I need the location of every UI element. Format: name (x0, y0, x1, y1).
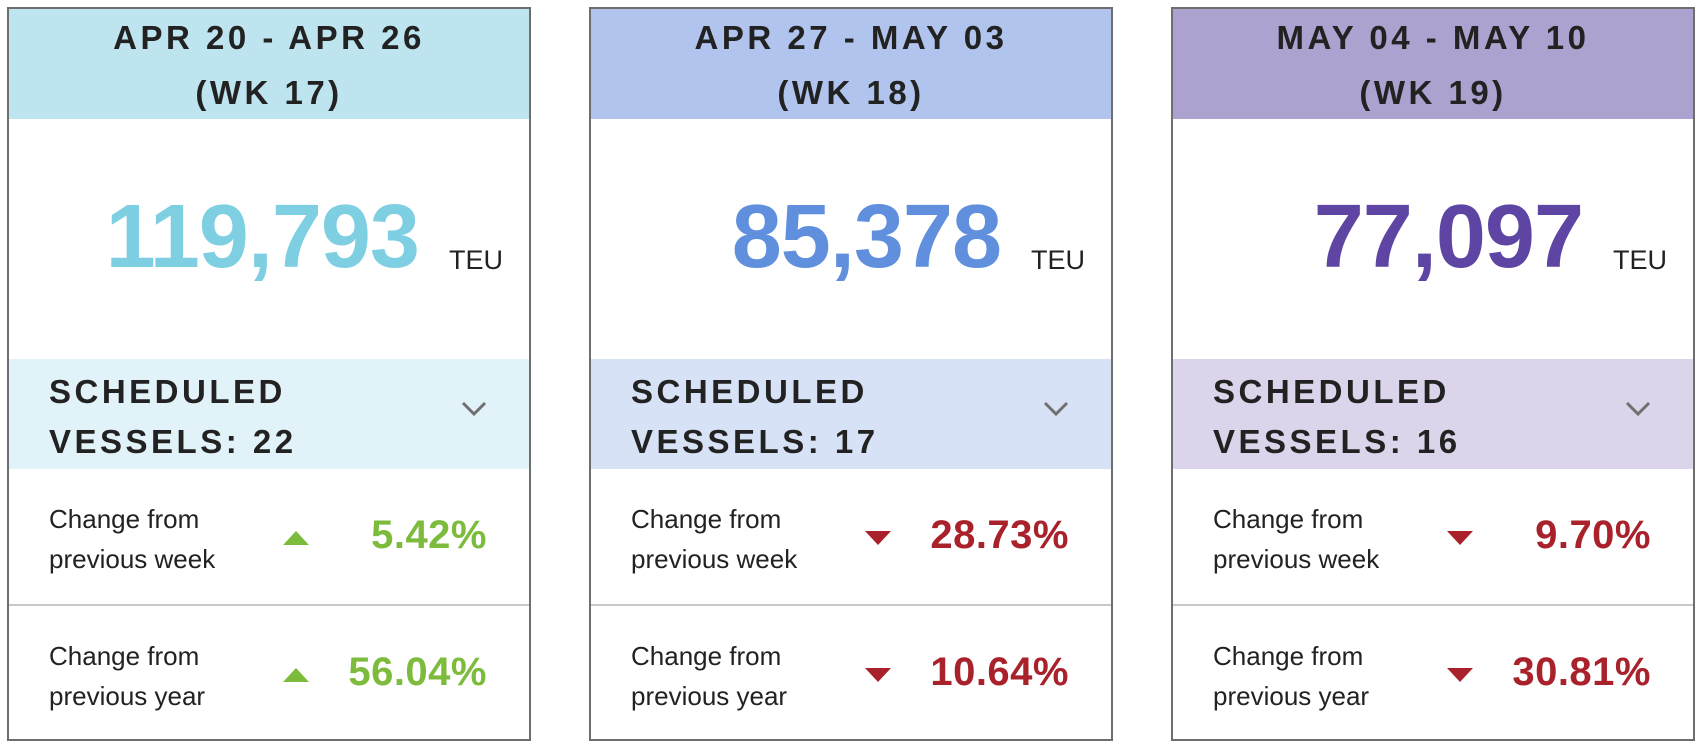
change-year-label: Change from previous year (631, 636, 841, 716)
scheduled-vessels-line1: SCHEDULED (1213, 373, 1450, 410)
total-section: 77,097 TEU (1173, 119, 1693, 359)
triangle-down-icon (1447, 531, 1473, 545)
triangle-down-icon (865, 668, 891, 682)
change-week-row: Change from previous week 28.73% (591, 469, 1111, 606)
scheduled-vessels-toggle[interactable]: SCHEDULED VESSELS: 22 (9, 359, 529, 469)
total-teu-value: 119,793 (105, 187, 420, 287)
scheduled-vessels-line1: SCHEDULED (49, 373, 286, 410)
change-week-label: Change from previous week (49, 499, 259, 579)
change-label-line2: previous week (1213, 544, 1380, 574)
change-week-value: 9.70% (1535, 513, 1651, 557)
chevron-down-icon[interactable] (461, 401, 487, 417)
change-year-value: 56.04% (348, 650, 487, 694)
week-number: (WK 19) (1359, 74, 1507, 111)
triangle-down-icon (1447, 668, 1473, 682)
change-year-row: Change from previous year 56.04% (9, 606, 529, 742)
change-label-line1: Change from (1213, 641, 1364, 671)
scheduled-vessels-toggle[interactable]: SCHEDULED VESSELS: 17 (591, 359, 1111, 469)
change-label-line1: Change from (1213, 504, 1364, 534)
total-teu-value: 77,097 (1313, 187, 1584, 287)
change-label-line2: previous year (49, 681, 206, 711)
week-number: (WK 17) (195, 74, 343, 111)
change-year-label: Change from previous year (49, 636, 259, 716)
card-header: APR 20 - APR 26 (WK 17) (9, 9, 529, 119)
card-header: APR 27 - MAY 03 (WK 18) (591, 9, 1111, 119)
week-range: APR 20 - APR 26 (113, 19, 425, 56)
triangle-up-icon (283, 668, 309, 682)
triangle-down-icon (865, 531, 891, 545)
week-number: (WK 18) (777, 74, 925, 111)
change-label-line2: previous week (631, 544, 798, 574)
change-label-line2: previous year (1213, 681, 1370, 711)
total-section: 85,378 TEU (591, 119, 1111, 359)
change-year-value: 30.81% (1512, 650, 1651, 694)
change-label-line2: previous year (631, 681, 788, 711)
week-range: MAY 04 - MAY 10 (1276, 19, 1590, 56)
week-range: APR 27 - MAY 03 (694, 19, 1008, 56)
total-section: 119,793 TEU (9, 119, 529, 359)
total-unit: TEU (1031, 245, 1085, 275)
change-label-line1: Change from (49, 641, 200, 671)
total-unit: TEU (449, 245, 503, 275)
change-week-value: 28.73% (930, 513, 1069, 557)
change-label-line1: Change from (631, 504, 782, 534)
change-label-line1: Change from (49, 504, 200, 534)
scheduled-vessels-toggle[interactable]: SCHEDULED VESSELS: 16 (1173, 359, 1693, 469)
change-week-value: 5.42% (371, 513, 487, 557)
card-header: MAY 04 - MAY 10 (WK 19) (1173, 9, 1693, 119)
scheduled-vessels-line1: SCHEDULED (631, 373, 868, 410)
total-teu-value: 85,378 (731, 187, 1002, 287)
change-year-label: Change from previous year (1213, 636, 1423, 716)
scheduled-vessels-count: VESSELS: 17 (631, 423, 879, 460)
triangle-up-icon (283, 531, 309, 545)
week-card-18: APR 27 - MAY 03 (WK 18) 85,378 TEU SCHED… (589, 7, 1113, 741)
scheduled-vessels-count: VESSELS: 22 (49, 423, 297, 460)
total-unit: TEU (1613, 245, 1667, 275)
change-year-row: Change from previous year 10.64% (591, 606, 1111, 742)
change-week-row: Change from previous week 9.70% (1173, 469, 1693, 606)
chevron-down-icon[interactable] (1625, 401, 1651, 417)
change-year-value: 10.64% (930, 650, 1069, 694)
change-week-label: Change from previous week (631, 499, 841, 579)
change-week-row: Change from previous week 5.42% (9, 469, 529, 606)
change-year-row: Change from previous year 30.81% (1173, 606, 1693, 742)
change-label-line2: previous week (49, 544, 216, 574)
chevron-down-icon[interactable] (1043, 401, 1069, 417)
week-card-17: APR 20 - APR 26 (WK 17) 119,793 TEU SCHE… (7, 7, 531, 741)
change-week-label: Change from previous week (1213, 499, 1423, 579)
change-label-line1: Change from (631, 641, 782, 671)
week-card-19: MAY 04 - MAY 10 (WK 19) 77,097 TEU SCHED… (1171, 7, 1695, 741)
scheduled-vessels-count: VESSELS: 16 (1213, 423, 1461, 460)
